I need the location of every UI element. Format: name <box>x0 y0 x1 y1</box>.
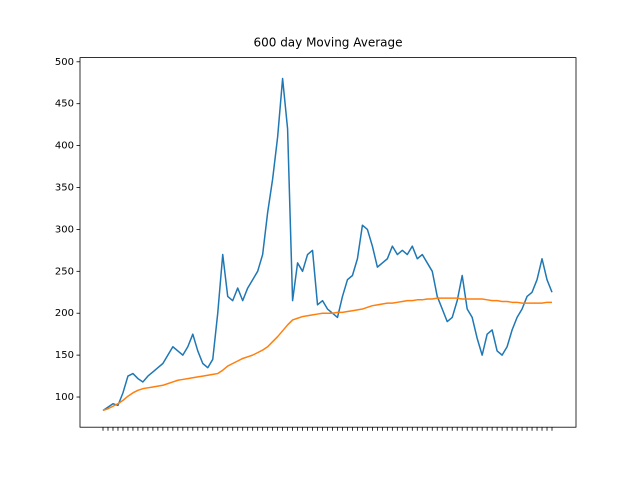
axes-frame <box>79 57 577 428</box>
y-tick-label: 300 <box>55 224 74 235</box>
y-tick-label: 100 <box>55 392 74 403</box>
y-tick-label: 250 <box>55 266 74 277</box>
y-tick-label: 200 <box>55 308 74 319</box>
series-line <box>102 297 552 412</box>
y-tick-label: 450 <box>55 99 74 110</box>
chart-title: 600 day Moving Average <box>253 36 402 50</box>
y-tick-label: 500 <box>55 57 74 68</box>
y-tick-label: 150 <box>55 350 74 361</box>
y-tick-label: 400 <box>55 141 74 152</box>
y-tick-label: 350 <box>55 183 74 194</box>
series-line <box>102 77 553 412</box>
